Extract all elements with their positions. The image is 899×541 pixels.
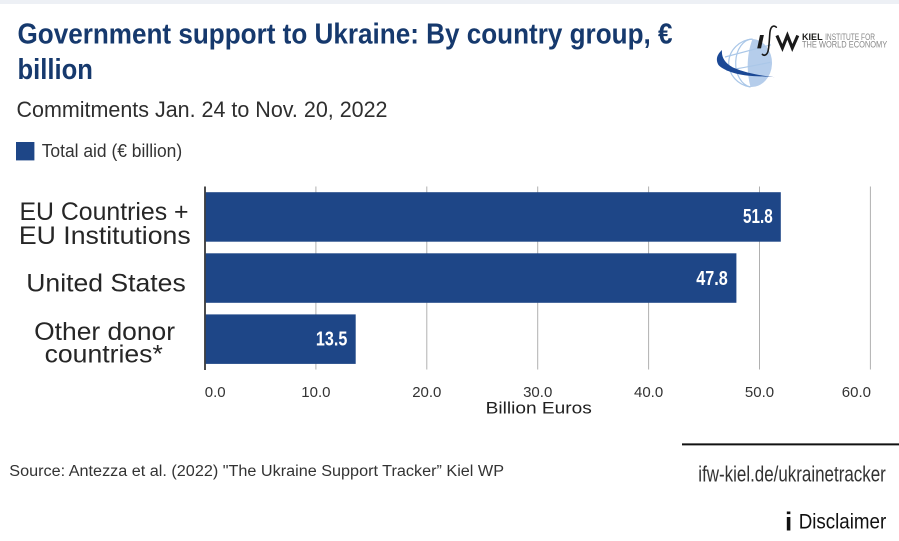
- svg-text:50.0: 50.0: [745, 384, 774, 401]
- svg-text:i: i: [785, 507, 792, 537]
- svg-text:51.8: 51.8: [743, 205, 773, 228]
- svg-text:United States: United States: [26, 269, 186, 297]
- svg-text:Commitments Jan. 24 to Nov. 20: Commitments Jan. 24 to Nov. 20, 2022: [17, 97, 388, 122]
- svg-text:0.0: 0.0: [205, 384, 226, 401]
- svg-text:THE WORLD ECONOMY: THE WORLD ECONOMY: [802, 40, 887, 50]
- svg-text:Government support to Ukraine:: Government support to Ukraine: By countr…: [18, 18, 673, 50]
- svg-text:10.0: 10.0: [301, 384, 330, 401]
- svg-text:60.0: 60.0: [842, 384, 871, 401]
- svg-text:EU Institutions: EU Institutions: [19, 222, 191, 250]
- svg-text:30.0: 30.0: [523, 384, 552, 401]
- svg-text:Other donor: Other donor: [34, 318, 175, 346]
- svg-text:13.5: 13.5: [316, 328, 347, 351]
- svg-text:KIEL: KIEL: [802, 32, 823, 42]
- svg-text:ifw-kiel.de/ukrainetracker: ifw-kiel.de/ukrainetracker: [698, 461, 886, 486]
- svg-text:INSTITUTE FOR: INSTITUTE FOR: [825, 32, 875, 42]
- svg-text:EU Countries +: EU Countries +: [19, 198, 188, 226]
- svg-text:Source: Antezza et al. (2022): Source: Antezza et al. (2022) "The Ukrai…: [9, 463, 504, 480]
- svg-text:countries*: countries*: [45, 341, 163, 369]
- svg-text:20.0: 20.0: [412, 384, 441, 401]
- svg-text:Billion Euros: Billion Euros: [486, 399, 592, 418]
- svg-text:Total aid (€ billion): Total aid (€ billion): [42, 141, 183, 161]
- svg-text:billion: billion: [18, 54, 93, 86]
- svg-text:40.0: 40.0: [634, 384, 663, 401]
- svg-text:47.8: 47.8: [696, 267, 728, 290]
- svg-text:Disclaimer: Disclaimer: [799, 510, 887, 533]
